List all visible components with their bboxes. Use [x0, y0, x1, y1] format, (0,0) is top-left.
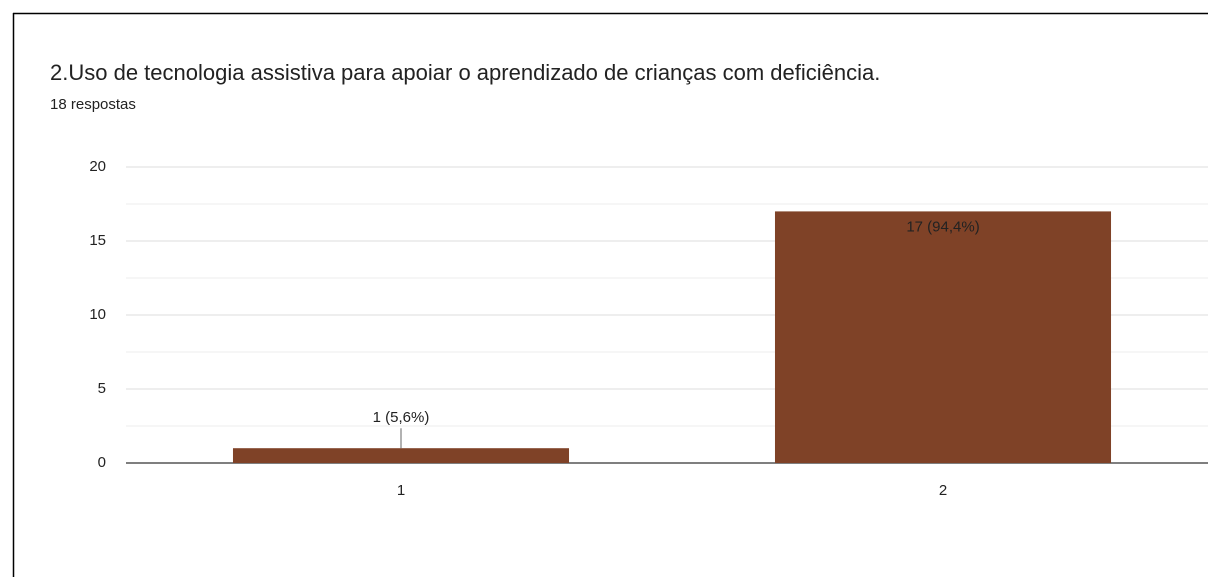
x-tick-label: 1 [397, 482, 405, 499]
bar [232, 448, 570, 463]
y-tick-label: 0 [98, 454, 106, 471]
y-tick-label: 20 [89, 158, 106, 175]
bar [774, 211, 1112, 463]
y-tick-label: 5 [98, 380, 106, 397]
y-tick-label: 10 [89, 306, 106, 323]
chart-subtitle: 18 respostas [50, 96, 136, 113]
x-tick-label: 2 [939, 482, 947, 499]
data-label: 17 (94,4%) [906, 218, 979, 235]
y-tick-label: 15 [89, 232, 106, 249]
data-label: 1 (5,6%) [373, 409, 430, 426]
chart-title: 2.Uso de tecnologia assistiva para apoia… [50, 60, 880, 85]
